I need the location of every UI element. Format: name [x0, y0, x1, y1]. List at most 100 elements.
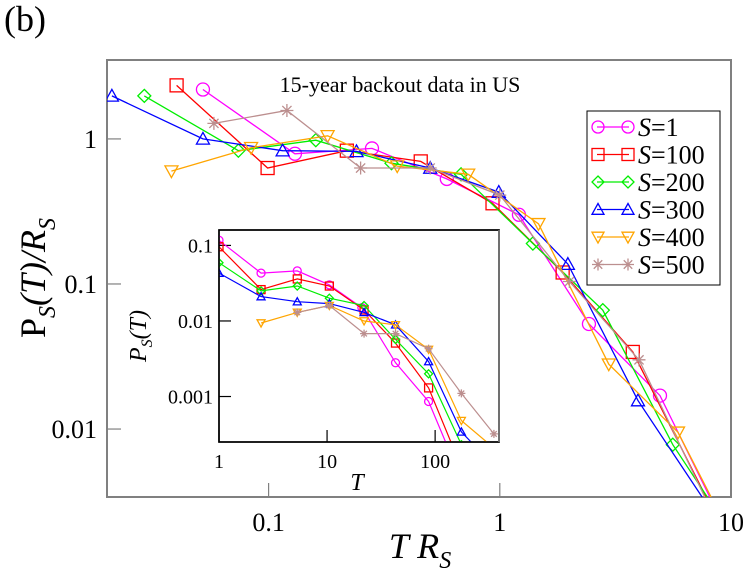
- inset-axis-ticks: 1 10 100 0.001 0.01 0.1: [168, 235, 450, 473]
- series-s-500: [293, 301, 498, 438]
- diamond-marker: [453, 166, 469, 182]
- inset-x-label: T: [350, 470, 365, 496]
- star-marker: [562, 275, 576, 289]
- triangle-down-marker: [163, 165, 180, 179]
- triangle-down-marker: [530, 217, 547, 232]
- legend-entry: S=500: [592, 251, 705, 280]
- star-marker: [622, 258, 634, 271]
- svg-text:PS(T)/RS: PS(T)/RS: [13, 218, 61, 338]
- main-plot: 0.1 1 10 0.01 0.1 1 15-year backout data in U…: [52, 59, 745, 537]
- inset-y-label: PS(T): [126, 310, 156, 363]
- circle-marker: [256, 268, 266, 278]
- diamond-marker: [621, 175, 635, 189]
- circle-marker: [390, 358, 401, 368]
- svg-text:PS(T): PS(T): [126, 310, 156, 363]
- inset-series-group: [219, 235, 498, 442]
- series-s-500: [207, 104, 706, 497]
- star-marker: [457, 389, 466, 398]
- triangle-down-marker: [389, 160, 405, 174]
- main-x-label: T RS: [389, 526, 451, 574]
- legend-label: S=400: [638, 223, 705, 252]
- square-marker: [169, 78, 184, 93]
- triangle-down-marker: [320, 129, 336, 144]
- triangle-up-marker: [423, 356, 434, 366]
- star-marker: [493, 188, 507, 202]
- square-marker: [621, 147, 635, 162]
- legend-label: S=500: [638, 251, 705, 280]
- square-marker: [219, 242, 224, 252]
- triangle-up-marker: [560, 256, 576, 270]
- main-frame: [106, 59, 732, 498]
- star-marker: [280, 104, 294, 118]
- main-axis-ticks: 0.1 1 10 0.01 0.1 1: [52, 125, 745, 537]
- triangle-up-marker: [590, 202, 606, 215]
- triangle-down-marker: [390, 320, 401, 331]
- star-marker: [354, 161, 368, 175]
- star-marker: [423, 161, 437, 175]
- star-marker: [293, 308, 302, 317]
- svg-text:T RS: T RS: [389, 526, 451, 574]
- legend-box: [586, 110, 721, 286]
- triangle-up-marker: [275, 142, 291, 157]
- star-marker: [360, 329, 369, 338]
- circle-marker: [219, 235, 224, 245]
- diamond-marker: [390, 334, 401, 345]
- legend-label: S=1: [638, 113, 679, 142]
- y-tick-label: 0.1: [65, 270, 98, 299]
- diamond-marker: [423, 368, 434, 379]
- triangle-down-marker: [460, 168, 476, 183]
- star-marker: [207, 116, 221, 130]
- diamond-marker: [256, 285, 266, 296]
- triangle-up-marker: [630, 392, 646, 407]
- square-marker: [260, 160, 275, 176]
- legend-entry: S=400: [590, 223, 705, 252]
- triangle-up-marker: [219, 267, 225, 277]
- diamond-marker: [136, 88, 152, 104]
- diamond-marker: [665, 437, 681, 453]
- legend-label: S=300: [638, 196, 705, 225]
- triangle-up-marker: [358, 307, 370, 317]
- triangle-up-marker: [456, 426, 467, 436]
- triangle-down-marker: [601, 358, 617, 373]
- star-marker: [424, 344, 433, 353]
- x-tick-label: 10: [718, 508, 744, 537]
- star-marker: [325, 301, 334, 310]
- triangle-up-marker: [107, 88, 120, 102]
- triangle-down-marker: [358, 317, 370, 327]
- x-tick-label: 100: [420, 451, 450, 473]
- triangle-down-marker: [590, 231, 606, 245]
- diamond-marker: [230, 143, 246, 159]
- y-tick-label: 0.01: [52, 415, 98, 444]
- triangle-down-marker: [243, 141, 259, 156]
- diamond-marker: [292, 281, 303, 291]
- circle-marker: [591, 120, 605, 134]
- circle-marker: [195, 82, 211, 97]
- legend-entry: S=1: [591, 113, 679, 142]
- square-marker: [423, 383, 434, 393]
- x-tick-label: 0.1: [252, 508, 285, 537]
- y-tick-label: 1: [84, 125, 97, 154]
- triangle-up-marker: [292, 296, 303, 306]
- square-marker: [591, 147, 605, 162]
- inset-frame: [218, 229, 500, 443]
- triangle-up-marker: [348, 143, 365, 158]
- circle-marker: [581, 316, 597, 332]
- y-tick-label: 0.1: [188, 235, 213, 257]
- square-marker: [625, 344, 640, 360]
- square-marker: [324, 281, 335, 291]
- star-marker: [592, 258, 604, 271]
- star-marker: [632, 353, 646, 367]
- legend-label: S=200: [638, 168, 705, 197]
- star-marker: [391, 329, 400, 338]
- main-title: 15-year backout data in US: [280, 72, 521, 97]
- triangle-down-marker: [456, 416, 467, 426]
- x-tick-label: 1: [493, 508, 506, 537]
- star-marker: [489, 429, 498, 438]
- circle-marker: [621, 120, 635, 134]
- panel-label: (b): [4, 0, 46, 39]
- x-tick-label: 1: [214, 451, 224, 473]
- main-y-label: PS(T)/RS: [13, 218, 61, 338]
- main-series-group: [107, 78, 712, 497]
